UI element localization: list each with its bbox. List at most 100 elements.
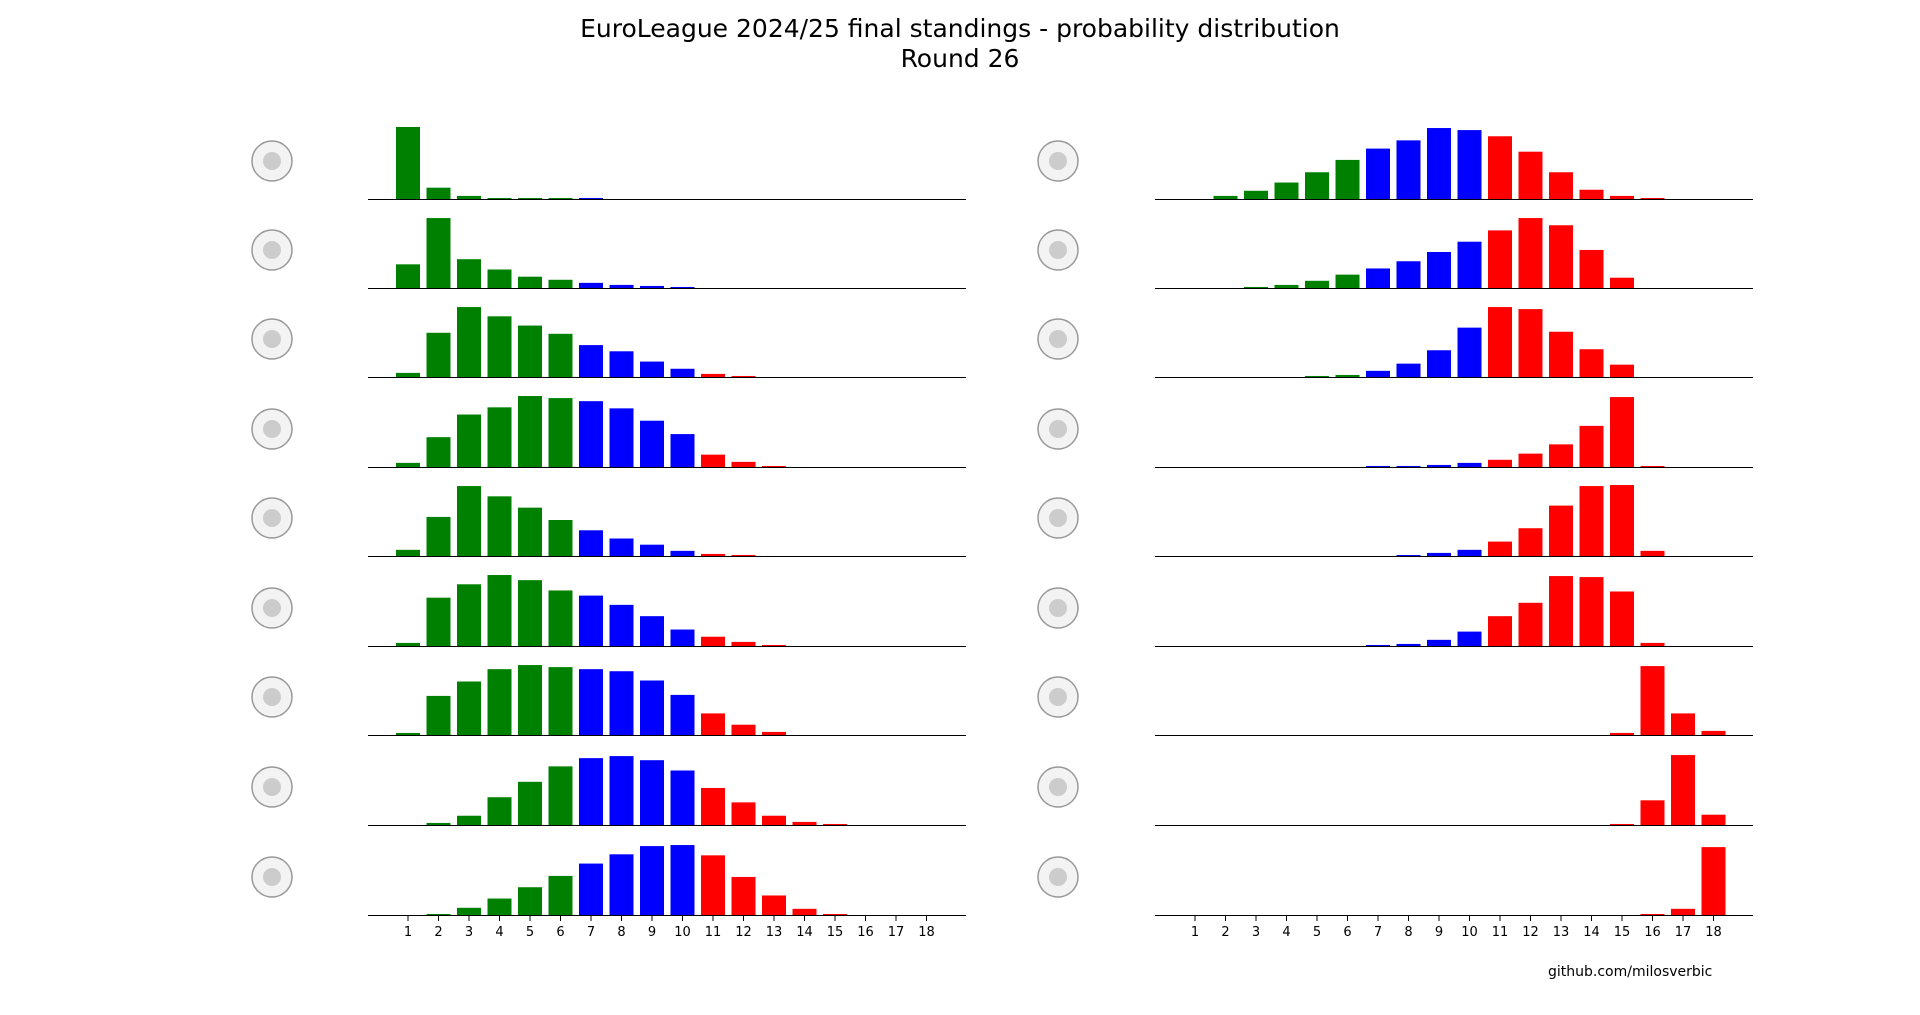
- logo-badge-core: [1049, 599, 1067, 617]
- bar-position-5: [518, 507, 542, 556]
- x-tick-label: 9: [648, 925, 656, 940]
- bar-position-9: [640, 760, 664, 825]
- bar-position-1: [396, 127, 420, 199]
- bar-position-17: [1671, 908, 1695, 915]
- bar-position-14: [1579, 486, 1604, 556]
- bar-position-4: [1274, 284, 1299, 288]
- bar-position-2: [1213, 195, 1238, 199]
- bar-position-18: [1701, 814, 1726, 825]
- x-tick-label: 10: [1461, 925, 1478, 940]
- bar-position-13: [762, 895, 786, 915]
- bar-position-11: [1488, 541, 1512, 556]
- logo-badge-core: [263, 599, 281, 617]
- bar-position-7: [1366, 465, 1390, 467]
- bar-position-7: [579, 758, 603, 825]
- bar-position-14: [1579, 425, 1604, 467]
- bar-position-9: [1427, 639, 1451, 646]
- bar-position-14: [1579, 349, 1604, 377]
- baskonia-logo: [1037, 497, 1079, 539]
- bar-position-8: [609, 671, 634, 735]
- bar-position-5: [518, 887, 542, 915]
- olimpia-milano-logo: [1037, 140, 1079, 182]
- bar-position-11: [701, 855, 725, 915]
- bar-position-12: [731, 375, 756, 377]
- bar-position-13: [1549, 505, 1573, 556]
- bar-position-14: [1579, 249, 1604, 288]
- bar-position-5: [518, 325, 542, 377]
- bar-position-3: [457, 259, 481, 288]
- bar-position-9: [640, 544, 664, 556]
- bar-position-5: [1305, 280, 1329, 288]
- bar-position-12: [731, 554, 756, 556]
- bar-position-7: [579, 197, 603, 199]
- bar-position-5: [518, 276, 542, 288]
- bar-position-2: [426, 437, 451, 467]
- bar-position-16: [1640, 913, 1665, 915]
- bar-position-10: [670, 550, 695, 556]
- bar-position-4: [487, 269, 512, 288]
- x-tick-label: 18: [918, 925, 935, 940]
- bar-position-1: [396, 732, 420, 735]
- bar-position-18: [1701, 730, 1726, 735]
- team-panel-fenerbahce-beko: [251, 218, 966, 289]
- x-tick-label: 9: [1435, 925, 1443, 940]
- bar-position-6: [548, 590, 573, 646]
- bar-position-5: [1305, 172, 1329, 199]
- bar-position-12: [731, 876, 756, 915]
- bar-position-1: [396, 642, 420, 646]
- bar-position-12: [1518, 151, 1543, 199]
- bar-position-10: [670, 368, 695, 377]
- alba-berlin-logo: [1037, 856, 1079, 898]
- team-panel-asvel: [1037, 576, 1753, 647]
- bar-position-6: [1335, 374, 1360, 377]
- bar-position-8: [609, 408, 634, 467]
- bar-position-13: [762, 644, 786, 646]
- x-tick-label: 15: [1614, 925, 1631, 940]
- bar-position-13: [1549, 576, 1573, 646]
- team-panel-anadolu-efes: [1037, 307, 1753, 378]
- team-panel-paris-basketball: [251, 665, 966, 736]
- team-panel-crvena-zvezda: [251, 486, 966, 557]
- x-tick-label: 6: [1343, 925, 1351, 940]
- bar-position-5: [518, 396, 542, 467]
- bar-position-4: [487, 898, 512, 915]
- bar-position-14: [1579, 189, 1604, 199]
- bar-position-6: [548, 520, 573, 556]
- real-madrid-logo: [1037, 229, 1079, 271]
- bar-position-9: [640, 680, 664, 735]
- bar-position-12: [1518, 602, 1543, 646]
- bar-position-8: [1396, 140, 1421, 199]
- bar-position-2: [426, 913, 451, 915]
- bar-position-9: [1427, 464, 1451, 467]
- bar-position-2: [426, 332, 451, 377]
- x-tick-label: 12: [1522, 925, 1539, 940]
- bar-position-2: [426, 597, 451, 646]
- bar-position-8: [1396, 261, 1421, 288]
- panathinaikos-logo: [251, 318, 293, 360]
- team-panel-barca: [251, 845, 966, 916]
- bar-position-8: [1396, 554, 1421, 556]
- bar-position-13: [762, 815, 786, 825]
- bar-position-10: [670, 845, 695, 915]
- bar-position-8: [609, 854, 634, 915]
- bar-position-4: [487, 669, 512, 735]
- team-panel-alba-berlin: [1037, 847, 1753, 916]
- bar-position-7: [1366, 268, 1390, 288]
- bar-position-3: [457, 195, 481, 199]
- team-panel-monaco: [251, 396, 966, 468]
- logo-badge-core: [1049, 509, 1067, 527]
- bayern-basketball-logo: [251, 587, 293, 629]
- bar-position-11: [701, 553, 725, 556]
- x-tick-label: 11: [705, 925, 722, 940]
- bar-position-2: [426, 822, 451, 825]
- bar-position-10: [1457, 549, 1482, 556]
- x-tick-label: 14: [1583, 925, 1600, 940]
- bar-position-5: [518, 665, 542, 735]
- x-tick-label: 1: [404, 925, 412, 940]
- bar-position-6: [548, 398, 573, 467]
- bar-position-14: [1579, 577, 1604, 646]
- zalgiris-logo: [1037, 408, 1079, 450]
- bar-position-8: [609, 604, 634, 646]
- x-tick-label: 8: [617, 925, 625, 940]
